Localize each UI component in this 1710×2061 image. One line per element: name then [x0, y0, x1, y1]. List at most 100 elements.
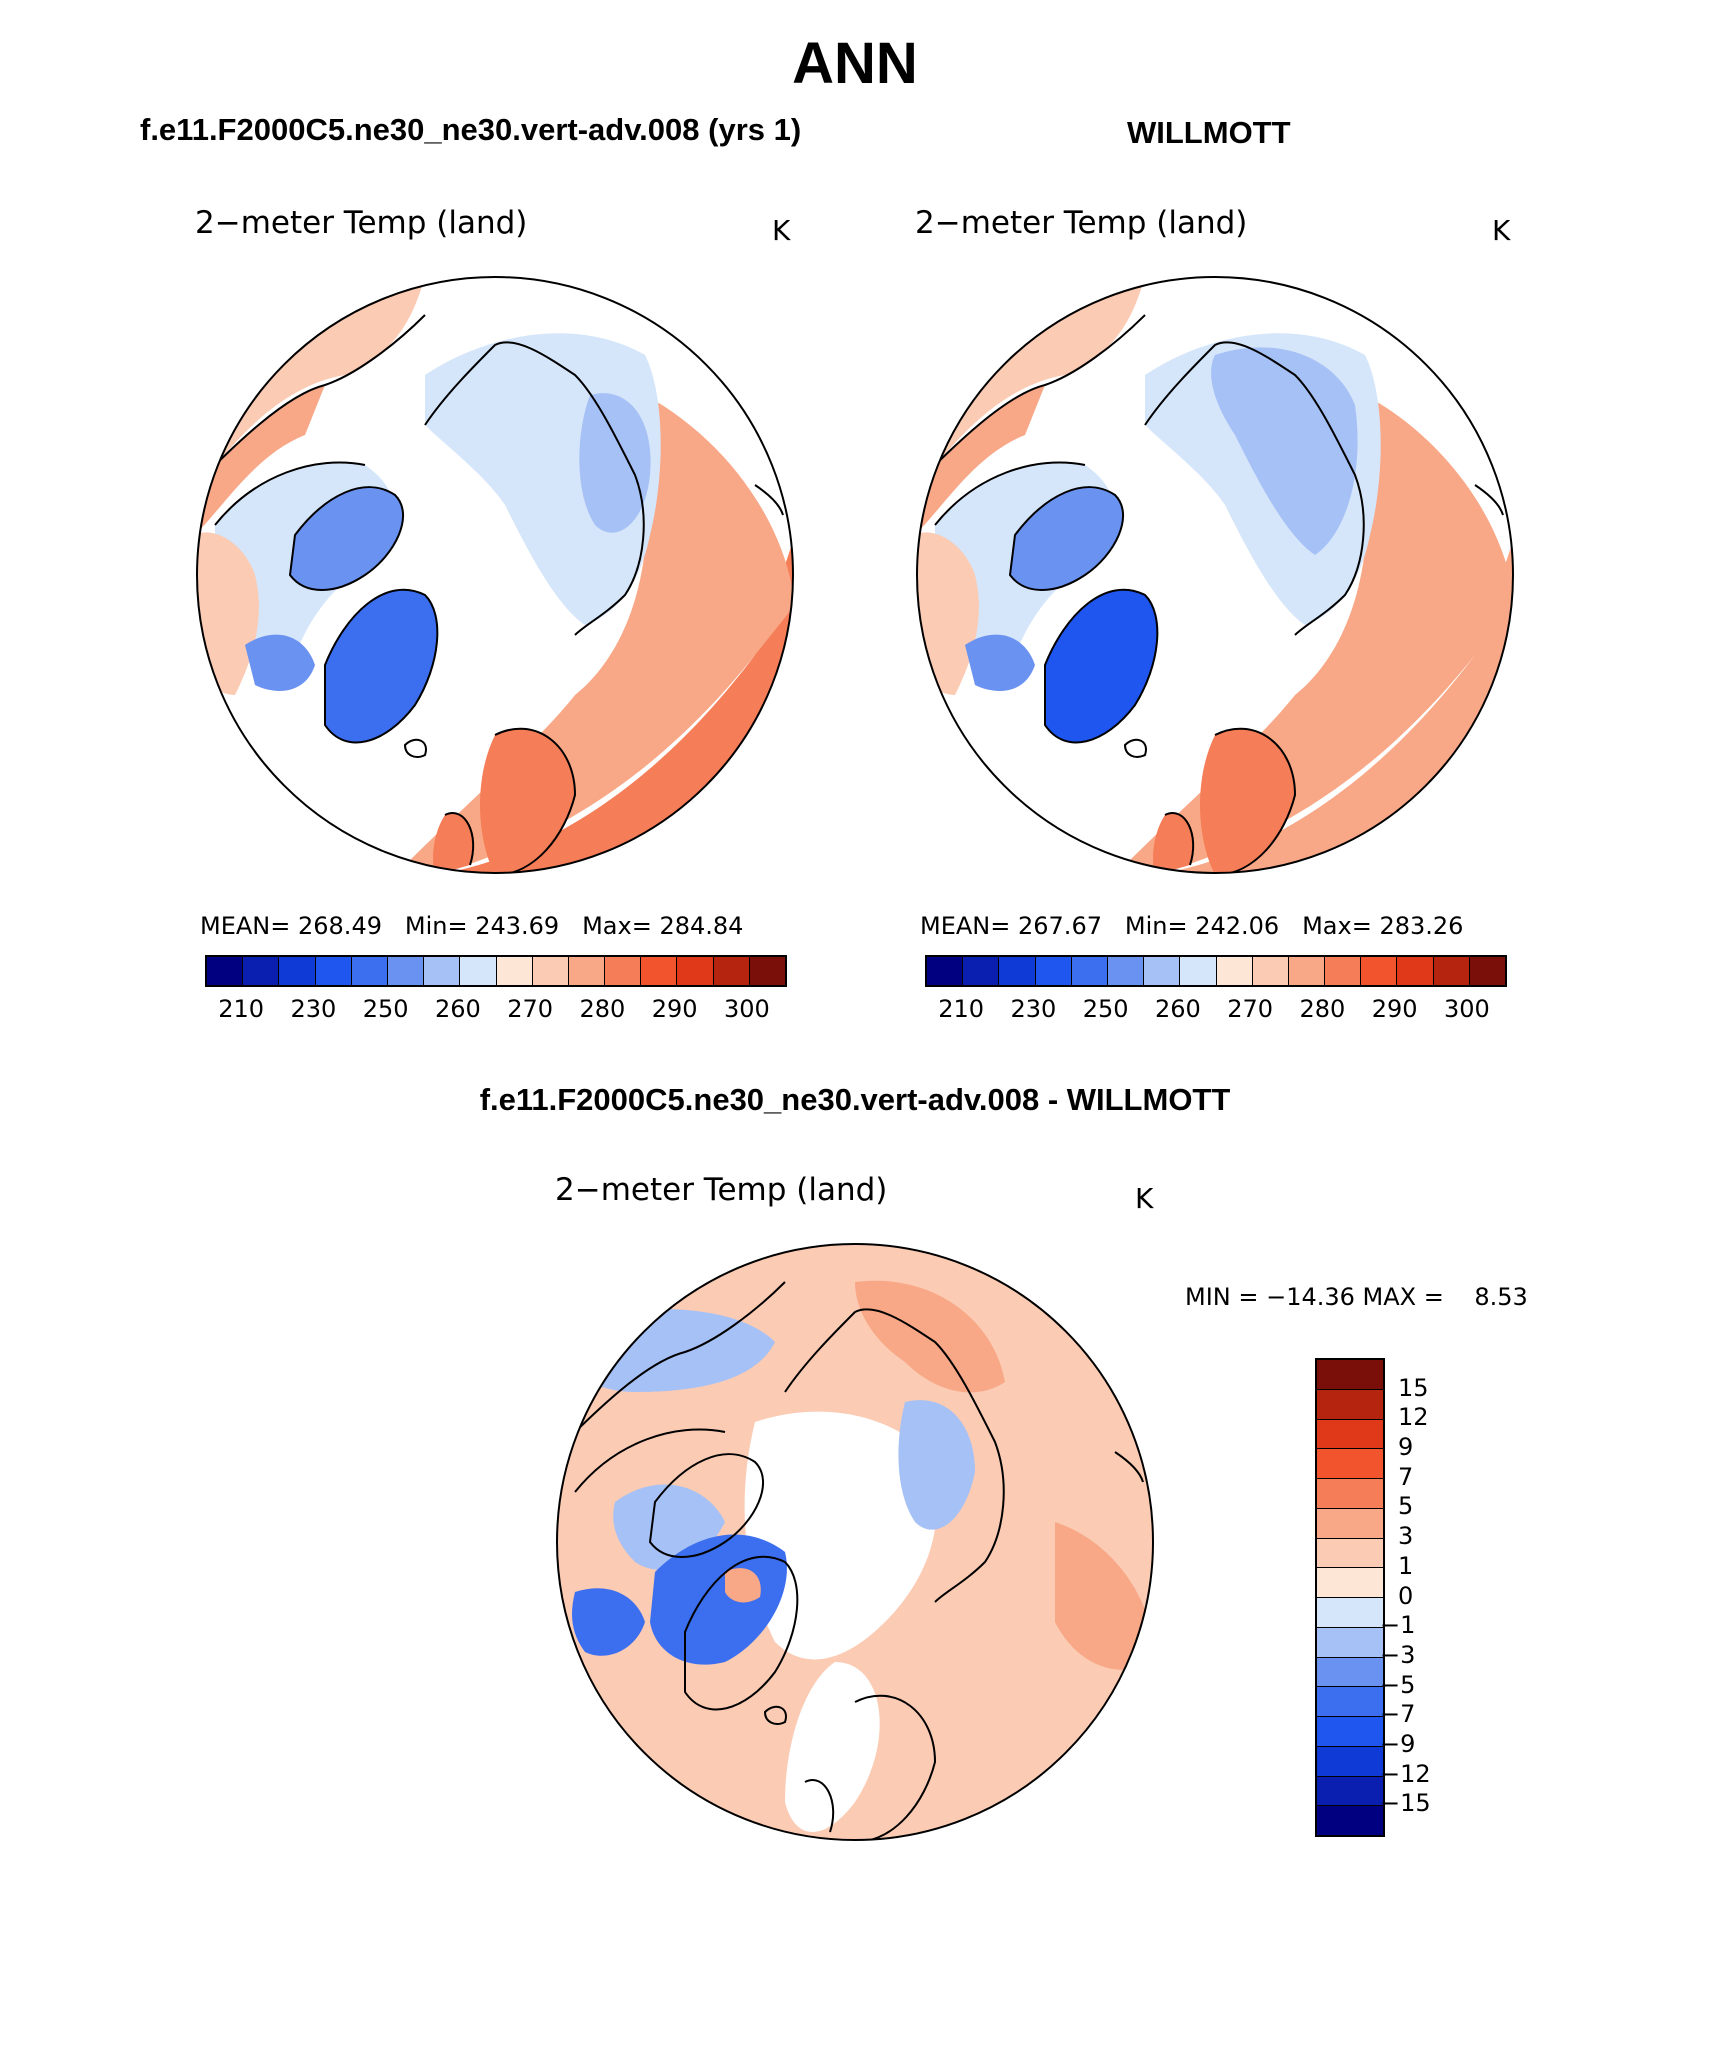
right-colorbar-tick-label: 290	[1371, 995, 1418, 1023]
left-colorbar-tick-label: 250	[362, 995, 409, 1023]
left-colorbar-cell	[207, 957, 244, 985]
diff-colorbar-cell	[1317, 1657, 1383, 1688]
diff-colorbar-cell	[1317, 1598, 1383, 1628]
diff-colorbar-cell	[1317, 1449, 1383, 1479]
diff-colorbar-tick-label: −12	[1380, 1759, 1431, 1788]
left-colorbar-cell	[749, 957, 785, 985]
right-colorbar-tick-label: 260	[1154, 995, 1201, 1023]
right-min-value: 242.06	[1195, 912, 1280, 940]
right-stats: MEAN= 267.67 Min= 242.06 Max= 283.26	[920, 912, 1463, 940]
diff-colorbar	[1315, 1358, 1385, 1837]
left-colorbar-cell	[496, 957, 533, 985]
diff-colorbar-cell	[1317, 1746, 1383, 1777]
left-colorbar-cell	[677, 957, 714, 985]
left-map-border	[196, 276, 794, 874]
left-colorbar-cell	[243, 957, 280, 985]
right-colorbar-tick-label: 300	[1443, 995, 1490, 1023]
diff-colorbar-cell	[1317, 1568, 1383, 1598]
diff-colorbar-tick-label: 12	[1398, 1403, 1429, 1432]
left-colorbar-tick-label: 210	[218, 995, 265, 1023]
diff-variable-label: 2−meter Temp (land)	[555, 1172, 888, 1208]
left-max-value: 284.84	[659, 912, 744, 940]
diff-colorbar-tick-label: 0	[1398, 1581, 1414, 1610]
diff-colorbar-tick-label: −1	[1380, 1611, 1416, 1640]
left-min-value: 243.69	[475, 912, 560, 940]
diff-colorbar-cell	[1317, 1508, 1383, 1539]
diff-colorbar-cell	[1317, 1389, 1383, 1420]
left-colorbar-cell	[605, 957, 642, 985]
left-panel-title: f.e11.F2000C5.ne30_ne30.vert-adv.008 (yr…	[140, 112, 802, 147]
diff-colorbar-cell	[1317, 1479, 1383, 1509]
diff-colorbar-tick-label: 1	[1398, 1551, 1414, 1580]
left-colorbar-tick-label: 300	[723, 995, 770, 1023]
diff-colorbar-tick-label: −5	[1380, 1670, 1416, 1699]
left-colorbar-tick-label: 280	[579, 995, 626, 1023]
left-colorbar	[205, 955, 787, 987]
left-min-label: Min=	[404, 912, 468, 940]
right-colorbar-cell	[927, 957, 964, 985]
diff-colorbar-cell	[1317, 1806, 1383, 1835]
right-colorbar-cell	[1216, 957, 1253, 985]
diff-colorbar-tick-label: −3	[1380, 1640, 1416, 1669]
right-colorbar	[925, 955, 1507, 987]
diff-colorbar-cell	[1317, 1687, 1383, 1717]
diff-colorbar-tick-label: 5	[1398, 1492, 1414, 1521]
right-colorbar-tick-label: 230	[1010, 995, 1057, 1023]
right-colorbar-tick-label: 210	[938, 995, 985, 1023]
right-variable-label: 2−meter Temp (land)	[915, 205, 1248, 241]
right-colorbar-cell	[1469, 957, 1505, 985]
left-colorbar-ticks: 210 230 250 260 270 280 290 300	[205, 995, 783, 1025]
left-colorbar-tick-label: 270	[507, 995, 554, 1023]
right-colorbar-cell	[963, 957, 1000, 985]
right-colorbar-cell	[1071, 957, 1108, 985]
left-colorbar-cell	[424, 957, 461, 985]
left-colorbar-tick-label: 260	[434, 995, 481, 1023]
left-mean-value: 268.49	[298, 912, 382, 940]
diff-units-label: K	[1135, 1182, 1154, 1215]
right-polar-map	[916, 276, 1514, 874]
right-coastlines	[917, 314, 1504, 873]
diff-colorbar-ticks: 15 12 9 7 5 3 1 0 −1 −3 −5 −7 −9 −12 −15	[1380, 1358, 1478, 1833]
diff-map-border	[556, 1243, 1154, 1841]
diff-minmax: MIN = −14.36 MAX = 8.53	[1185, 1283, 1528, 1311]
diff-colorbar-tick-label: −15	[1380, 1789, 1431, 1818]
right-colorbar-cell	[1433, 957, 1470, 985]
left-colorbar-cell	[641, 957, 678, 985]
right-mean-label: MEAN=	[920, 912, 1011, 940]
left-coastlines	[197, 314, 784, 873]
left-colorbar-cell	[351, 957, 388, 985]
right-colorbar-ticks: 210 230 250 260 270 280 290 300	[925, 995, 1503, 1025]
diff-colorbar-tick-label: 7	[1398, 1462, 1414, 1491]
left-colorbar-cell	[568, 957, 606, 985]
right-max-label: Max=	[1302, 912, 1372, 940]
left-colorbar-cell	[315, 957, 352, 985]
diff-map-fill	[557, 1244, 1153, 1840]
right-colorbar-tick-label: 280	[1299, 995, 1346, 1023]
diff-polar-map	[556, 1243, 1154, 1841]
right-mean-value: 267.67	[1018, 912, 1102, 940]
diff-colorbar-cell	[1317, 1717, 1383, 1747]
right-colorbar-cell	[1288, 957, 1326, 985]
right-units-label: K	[1492, 214, 1511, 247]
right-colorbar-cell	[1361, 957, 1398, 985]
right-colorbar-tick-label: 270	[1227, 995, 1274, 1023]
right-colorbar-cell	[1107, 957, 1145, 985]
diff-colorbar-cell	[1317, 1360, 1383, 1390]
right-panel-title: WILLMOTT	[1127, 115, 1291, 150]
left-colorbar-cell	[713, 957, 750, 985]
diff-colorbar-tick-label: 15	[1398, 1373, 1429, 1402]
left-mean-label: MEAN=	[200, 912, 291, 940]
right-map-fill	[917, 277, 1513, 873]
right-colorbar-cell	[1252, 957, 1289, 985]
right-colorbar-cell	[1325, 957, 1362, 985]
right-max-value: 283.26	[1379, 912, 1464, 940]
diff-colorbar-cell	[1317, 1627, 1383, 1658]
diff-panel-title: f.e11.F2000C5.ne30_ne30.vert-adv.008 - W…	[479, 1082, 1231, 1117]
left-colorbar-cell	[279, 957, 316, 985]
right-colorbar-tick-label: 250	[1082, 995, 1129, 1023]
right-map-border	[916, 276, 1514, 874]
diff-colorbar-cell	[1317, 1419, 1383, 1450]
right-colorbar-cell	[1144, 957, 1181, 985]
left-colorbar-cell	[460, 957, 497, 985]
left-max-label: Max=	[582, 912, 652, 940]
